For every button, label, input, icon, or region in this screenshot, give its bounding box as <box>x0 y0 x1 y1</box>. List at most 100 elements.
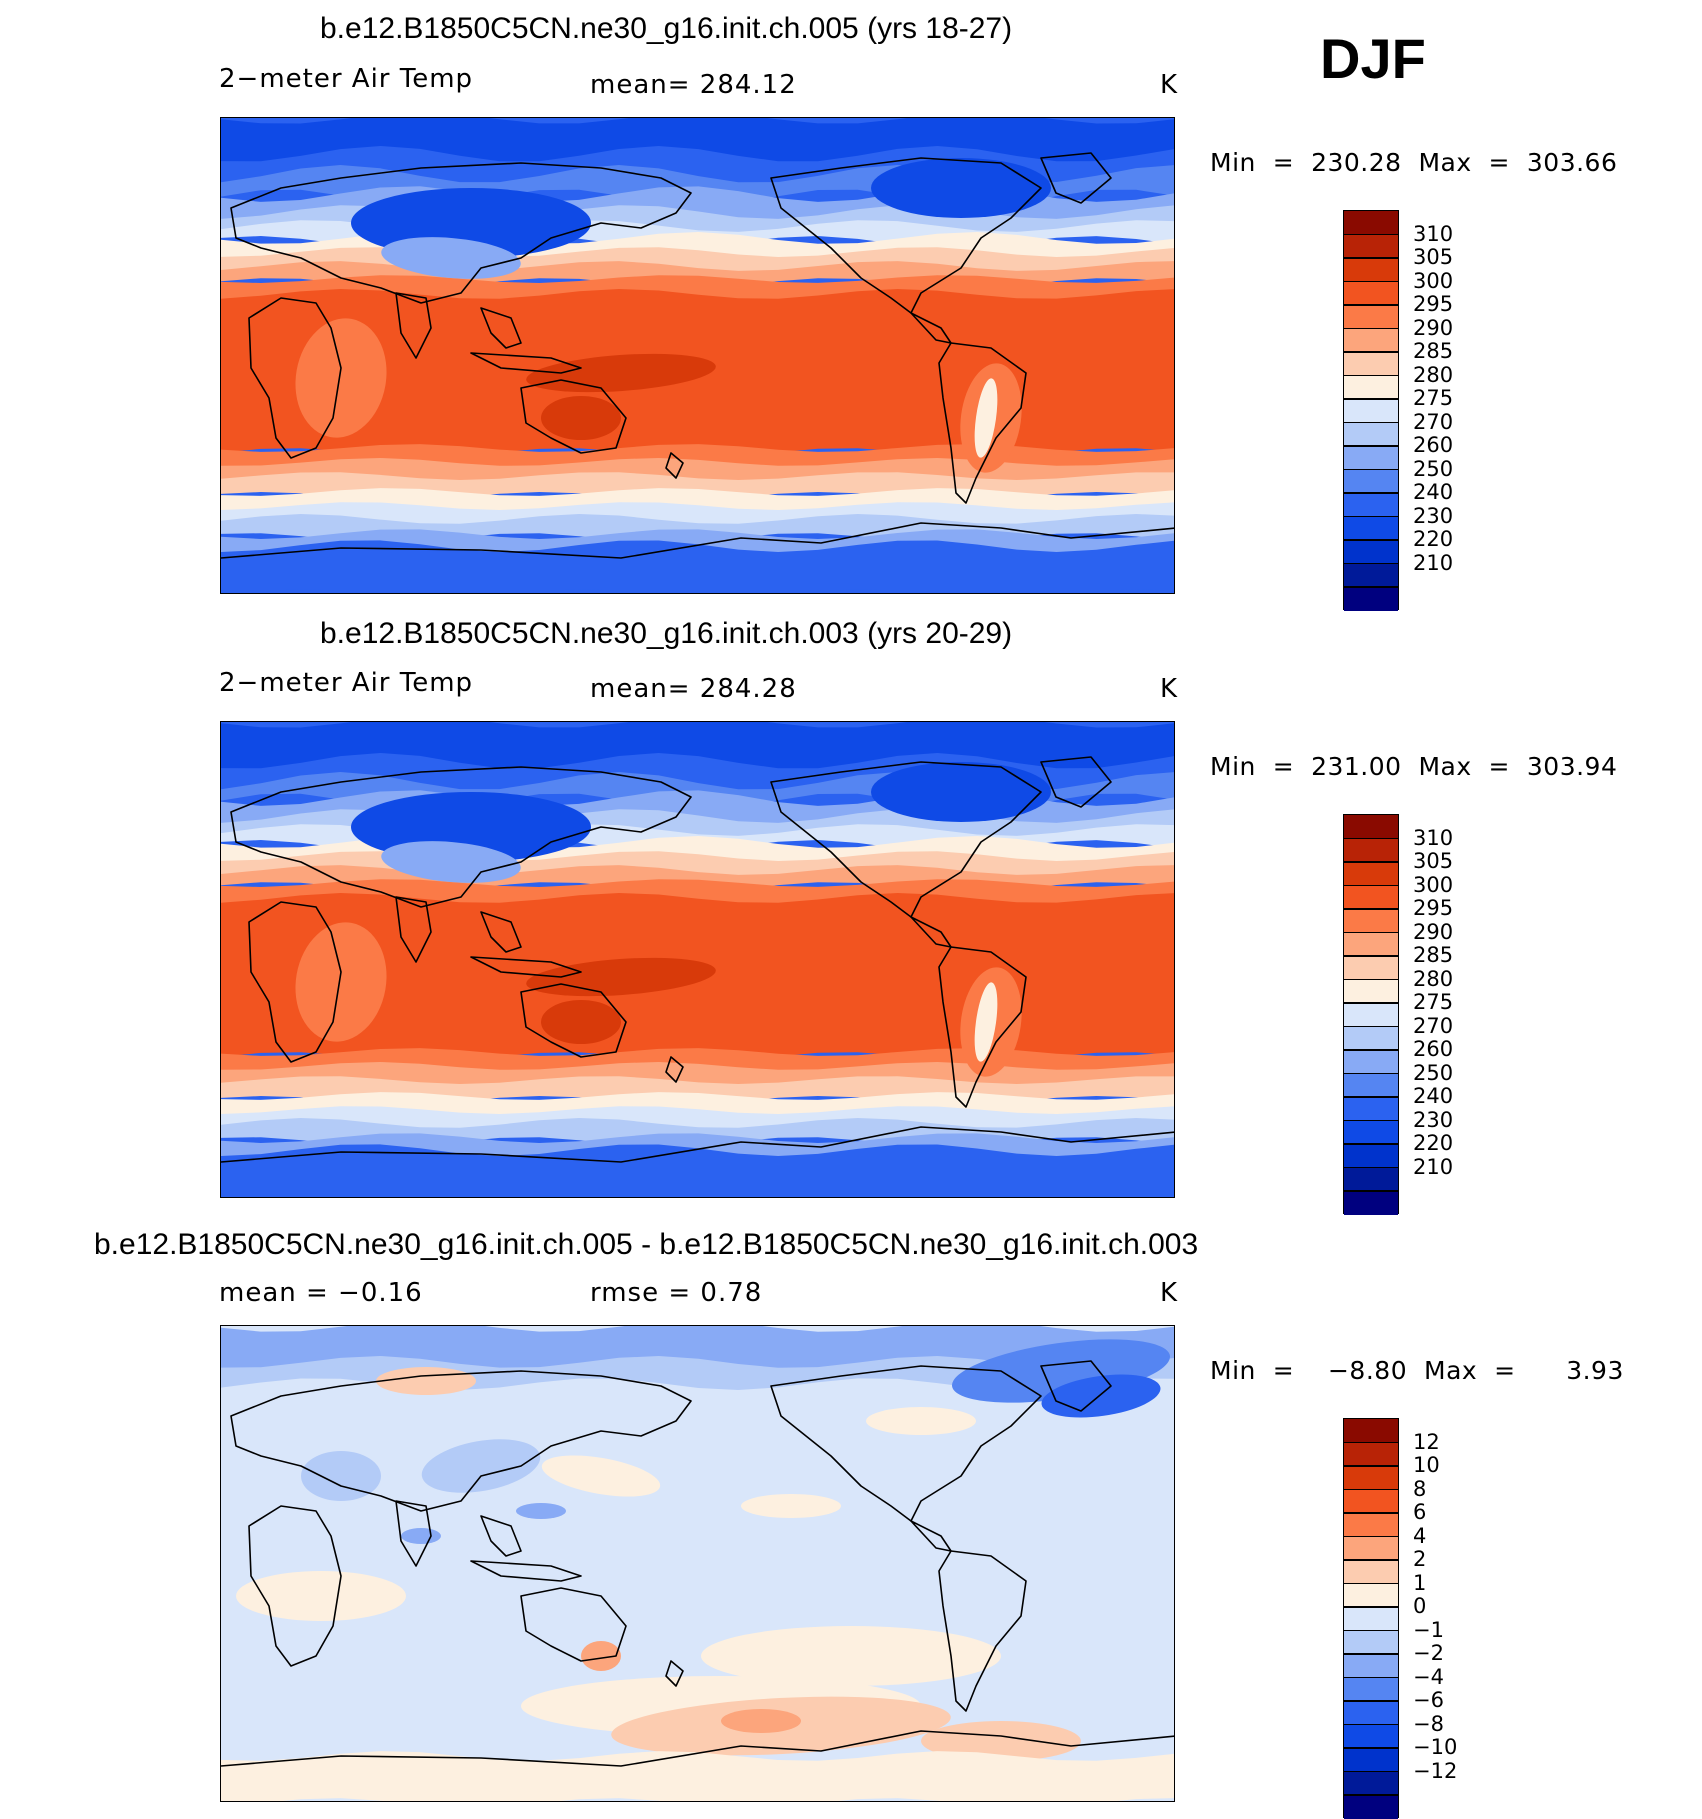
colorbar-tick-label: 300 <box>1413 268 1454 293</box>
colorbar-tick-label: 285 <box>1413 943 1454 967</box>
colorbar-segment <box>1344 1191 1398 1215</box>
colorbar-tick-label: 210 <box>1413 550 1454 575</box>
colorbar-segment <box>1344 956 1398 980</box>
colorbar-divider <box>1344 978 1398 981</box>
colorbar-segment <box>1344 1144 1398 1168</box>
temperature-patch <box>741 1494 841 1518</box>
colorbar-tick-label: 275 <box>1413 386 1454 410</box>
temperature-band <box>221 529 1174 555</box>
colorbar-divider <box>1344 1653 1398 1655</box>
colorbar-segment <box>1344 1167 1398 1192</box>
colorbar-divider <box>1344 1143 1398 1145</box>
colorbar-tick-label: −2 <box>1413 1641 1444 1665</box>
coastline <box>230 1370 692 1512</box>
panel-1-map <box>220 117 1175 594</box>
colorbar-divider <box>1344 1723 1398 1726</box>
colorbar-segment <box>1344 375 1398 400</box>
panel-3-min-max: Min = −8.80 Max = 3.93 <box>1210 1356 1624 1385</box>
colorbar-divider <box>1344 421 1398 424</box>
colorbar-tick-label: 8 <box>1413 1476 1427 1501</box>
coastline <box>480 911 522 953</box>
colorbar-tick-label: 270 <box>1413 409 1454 434</box>
colorbar-box <box>1343 1418 1399 1819</box>
panel-3-units: K <box>1160 1278 1179 1308</box>
temperature-patch <box>871 762 1051 822</box>
colorbar-divider <box>1344 1700 1398 1702</box>
colorbar-divider <box>1344 586 1398 588</box>
temperature-patch <box>721 1709 801 1733</box>
colorbar-tick-label: 12 <box>1413 1429 1440 1454</box>
colorbar-divider <box>1344 515 1398 518</box>
coastline <box>248 1505 342 1667</box>
colorbar-divider <box>1344 468 1398 471</box>
colorbar-tick-label: 270 <box>1413 1013 1454 1038</box>
colorbar-segment <box>1344 1724 1398 1749</box>
colorbar-divider <box>1344 1072 1398 1075</box>
colorbar-divider <box>1344 280 1398 283</box>
colorbar-segment <box>1344 493 1398 517</box>
colorbar-divider <box>1344 398 1398 400</box>
temperature-patch <box>974 982 998 1062</box>
colorbar-tick-label: 250 <box>1413 1060 1454 1085</box>
colorbar-divider <box>1344 1794 1398 1796</box>
temperature-band <box>221 146 1174 186</box>
panel-3-title: b.e12.B1850C5CN.ne30_g16.init.ch.005 - b… <box>94 1228 1199 1261</box>
temperature-patch <box>401 1528 441 1544</box>
colorbar-divider <box>1344 445 1398 447</box>
colorbar-divider <box>1344 562 1398 565</box>
temperature-patch <box>541 1000 621 1044</box>
colorbar-segment <box>1344 1630 1398 1655</box>
colorbar-tick-label: 290 <box>1413 315 1454 340</box>
temperature-band <box>221 1144 1174 1197</box>
panel-2-title: b.e12.B1850C5CN.ne30_g16.init.ch.003 (yr… <box>320 617 1013 650</box>
colorbar-divider <box>1344 1488 1398 1491</box>
coastline <box>665 1660 684 1687</box>
coastline <box>938 342 1027 504</box>
coastline <box>520 1587 627 1662</box>
colorbar-tick-label: 300 <box>1413 872 1454 897</box>
colorbar-tick-label: −1 <box>1413 1617 1444 1642</box>
colorbar-tick-label: 260 <box>1413 1037 1454 1061</box>
panel-1-units: K <box>1160 70 1179 100</box>
coastline <box>248 297 342 459</box>
coastline <box>221 522 1174 559</box>
coastline <box>221 1730 1174 1767</box>
coastline <box>221 1126 1174 1163</box>
temperature-patch <box>295 318 387 438</box>
colorbar-segment <box>1344 1748 1398 1772</box>
colorbar-segment <box>1344 885 1398 910</box>
colorbar-segment <box>1344 1677 1398 1702</box>
colorbar-segment <box>1344 979 1398 1004</box>
colorbar-segment <box>1344 1795 1398 1819</box>
colorbar-segment <box>1344 1607 1398 1631</box>
coastline <box>1040 152 1112 204</box>
colorbar-segment <box>1344 540 1398 564</box>
colorbar-segment <box>1344 838 1398 863</box>
temperature-patch <box>376 1367 476 1395</box>
colorbar-tick-label: 280 <box>1413 966 1454 991</box>
colorbar-tick-label: −10 <box>1413 1735 1458 1759</box>
colorbar-divider <box>1344 884 1398 887</box>
coastline <box>770 761 1042 918</box>
colorbar-divider <box>1344 1465 1398 1467</box>
temperature-band <box>221 1751 1174 1801</box>
coastline <box>1040 756 1112 808</box>
colorbar-divider <box>1344 492 1398 494</box>
colorbar-tick-label: −6 <box>1413 1688 1444 1712</box>
colorbar-segment <box>1344 1536 1398 1561</box>
colorbar-divider <box>1344 304 1398 306</box>
colorbar-segment <box>1344 862 1398 886</box>
temperature-patch <box>295 922 387 1042</box>
colorbar-tick-label: 290 <box>1413 919 1454 944</box>
panel-2-map <box>220 721 1175 1198</box>
temperature-patch <box>541 396 621 440</box>
colorbar-segment <box>1344 469 1398 494</box>
coastline <box>395 292 432 359</box>
colorbar-segment <box>1344 516 1398 541</box>
colorbar-segment <box>1344 399 1398 423</box>
colorbar-divider <box>1344 1747 1398 1749</box>
colorbar-tick-label: 250 <box>1413 456 1454 481</box>
panel-2-units: K <box>1160 674 1179 704</box>
colorbar-divider <box>1344 374 1398 377</box>
colorbar-divider <box>1344 837 1398 840</box>
